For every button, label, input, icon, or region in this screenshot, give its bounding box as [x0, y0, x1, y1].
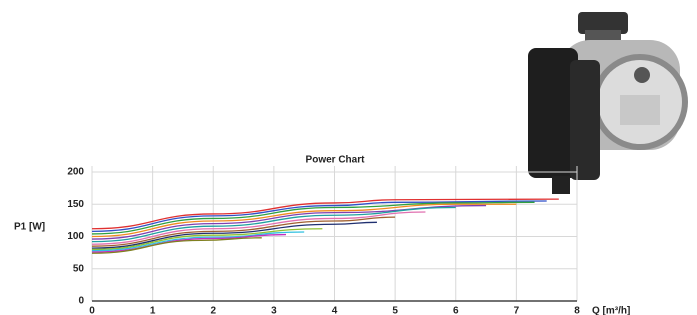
- chart-title: Power Chart: [306, 155, 366, 166]
- x-tick-label: 4: [332, 306, 338, 315]
- y-tick-label: 0: [78, 296, 84, 307]
- x-tick-label: 1: [150, 306, 156, 315]
- y-axis-label: P1 [W]: [14, 222, 45, 233]
- x-tick-label: 0: [89, 306, 95, 315]
- x-axis-label: Q [m³/h]: [592, 306, 630, 315]
- y-tick-label: 50: [73, 263, 85, 274]
- pump-image: [528, 12, 688, 194]
- y-tick-label: 200: [67, 167, 84, 178]
- y-tick-label: 100: [67, 231, 84, 242]
- x-tick-label: 2: [210, 306, 216, 315]
- x-tick-label: 7: [514, 306, 520, 315]
- x-tick-label: 3: [271, 306, 277, 315]
- chart: Power Chart P1 [W] Q [m³/h] 050100150200…: [0, 0, 697, 315]
- x-tick-label: 6: [453, 306, 459, 315]
- x-tick-label: 5: [392, 306, 398, 315]
- y-tick-label: 150: [67, 199, 84, 210]
- x-tick-label: 8: [574, 306, 580, 315]
